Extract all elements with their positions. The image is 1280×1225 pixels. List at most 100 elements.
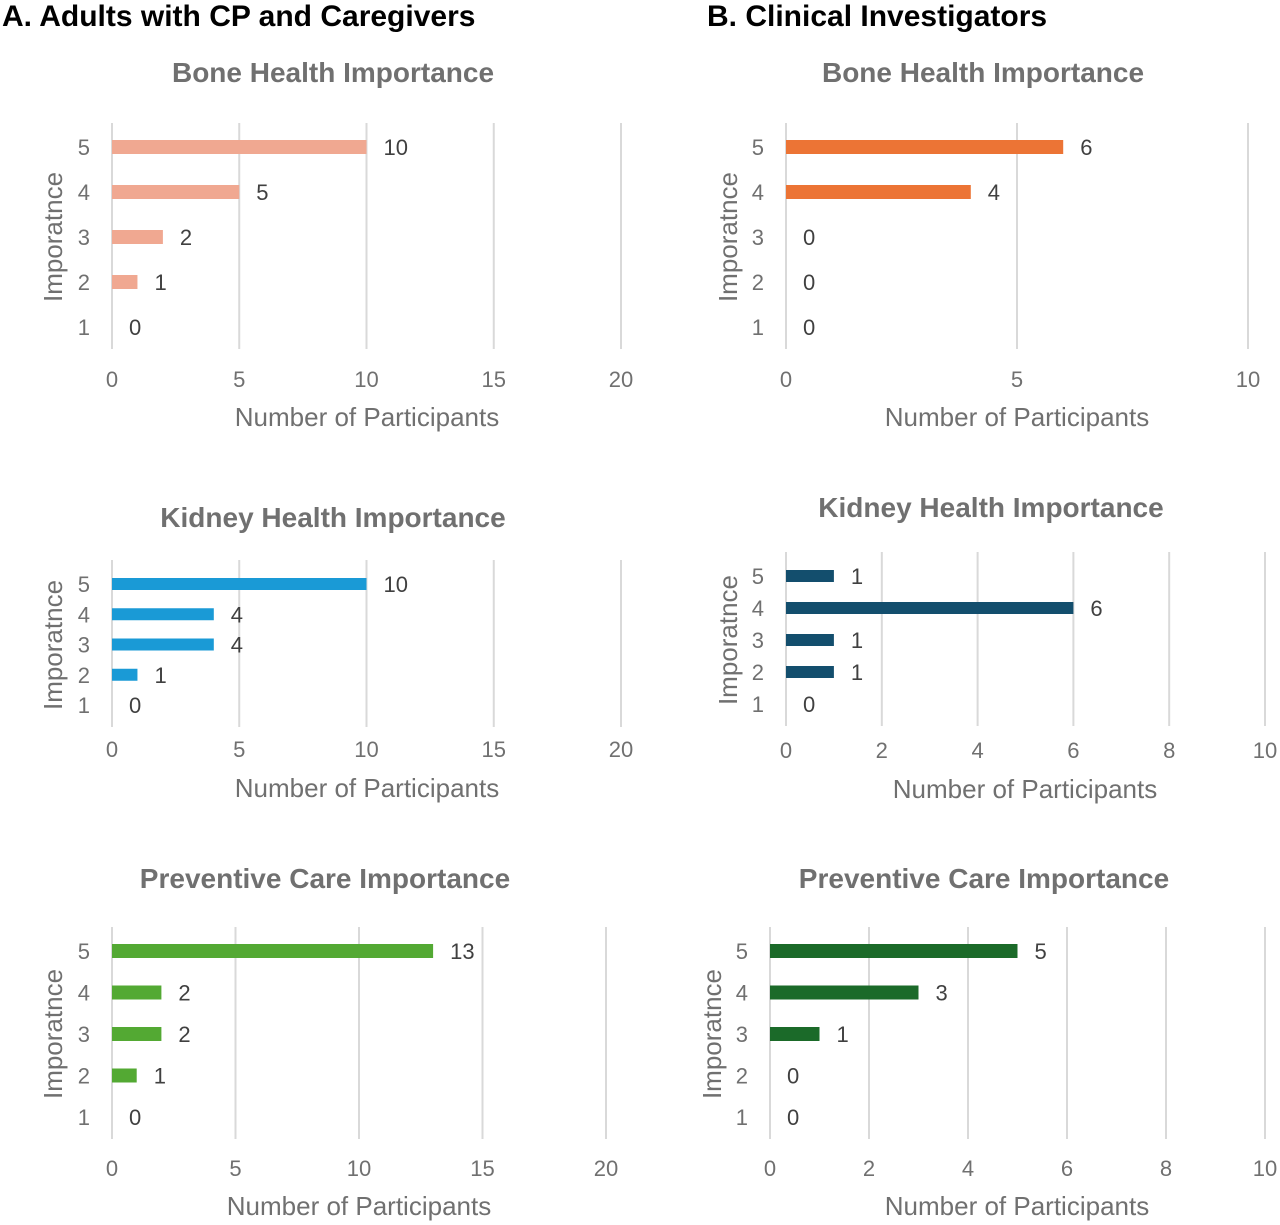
y-tick-label: 4 — [752, 596, 764, 621]
x-axis-label: Number of Participants — [885, 402, 1149, 432]
y-tick-label: 2 — [752, 660, 764, 685]
bar — [786, 140, 1064, 154]
data-label: 10 — [384, 572, 408, 597]
data-label: 0 — [129, 1105, 141, 1130]
x-tick-label: 10 — [354, 367, 378, 392]
x-tick-label: 6 — [1061, 1156, 1073, 1181]
data-label: 4 — [231, 602, 243, 627]
y-tick-label: 1 — [736, 1105, 748, 1130]
data-label: 0 — [803, 225, 815, 250]
x-tick-label: 2 — [863, 1156, 875, 1181]
data-label: 6 — [1080, 135, 1092, 160]
bar — [786, 602, 1074, 614]
x-tick-label: 10 — [1253, 738, 1277, 763]
section-a-title: A. Adults with CP and Caregivers — [2, 0, 475, 33]
bar — [770, 985, 919, 1000]
bar — [112, 578, 367, 590]
y-tick-label: 5 — [78, 939, 90, 964]
y-tick-label: 3 — [736, 1022, 748, 1047]
y-tick-label: 5 — [752, 135, 764, 160]
y-tick-label: 3 — [752, 628, 764, 653]
x-tick-label: 0 — [106, 367, 118, 392]
data-label: 0 — [803, 270, 815, 295]
bar — [786, 666, 834, 678]
y-tick-label: 1 — [78, 693, 90, 718]
y-tick-label: 1 — [78, 1105, 90, 1130]
y-tick-label: 5 — [78, 135, 90, 160]
y-tick-label: 5 — [78, 572, 90, 597]
bar — [112, 230, 163, 244]
y-tick-label: 3 — [78, 225, 90, 250]
y-tick-label: 1 — [78, 315, 90, 340]
data-label: 6 — [1090, 596, 1102, 621]
y-axis-label: Imporatnce — [38, 580, 68, 710]
bar — [112, 140, 367, 154]
y-axis-label: Imporatnce — [713, 172, 743, 302]
y-tick-label: 4 — [752, 180, 764, 205]
data-label: 0 — [787, 1105, 799, 1130]
x-axis-label: Number of Participants — [235, 402, 499, 432]
x-tick-label: 5 — [229, 1156, 241, 1181]
bar — [112, 275, 138, 289]
chart-title: Kidney Health Importance — [818, 492, 1163, 523]
bar — [770, 944, 1018, 958]
x-tick-label: 5 — [1011, 367, 1023, 392]
x-axis-label: Number of Participants — [235, 773, 499, 803]
bar — [112, 944, 434, 958]
bar — [112, 668, 138, 681]
data-label: 13 — [450, 939, 474, 964]
bar — [112, 638, 214, 651]
y-axis-label: Imporatnce — [713, 575, 743, 705]
data-label: 0 — [129, 315, 141, 340]
data-label: 1 — [837, 1022, 849, 1047]
x-tick-label: 20 — [609, 367, 633, 392]
data-label: 1 — [851, 628, 863, 653]
data-label: 4 — [988, 180, 1000, 205]
section-b-title: B. Clinical Investigators — [707, 0, 1047, 33]
y-axis-label: Imporatnce — [38, 969, 68, 1099]
y-tick-label: 2 — [752, 270, 764, 295]
x-tick-label: 10 — [1253, 1156, 1277, 1181]
y-tick-label: 3 — [752, 225, 764, 250]
x-tick-label: 8 — [1160, 1156, 1172, 1181]
x-tick-label: 5 — [233, 367, 245, 392]
x-tick-label: 0 — [106, 1156, 118, 1181]
x-axis-label: Number of Participants — [227, 1191, 491, 1221]
x-tick-label: 15 — [482, 367, 506, 392]
data-label: 2 — [180, 225, 192, 250]
x-tick-label: 0 — [780, 367, 792, 392]
x-tick-label: 20 — [609, 737, 633, 762]
y-tick-label: 3 — [78, 633, 90, 658]
y-tick-label: 2 — [78, 270, 90, 295]
chart-title: Kidney Health Importance — [160, 502, 505, 533]
y-tick-label: 5 — [736, 939, 748, 964]
y-tick-label: 1 — [752, 692, 764, 717]
x-tick-label: 15 — [470, 1156, 494, 1181]
data-label: 1 — [851, 564, 863, 589]
x-tick-label: 0 — [106, 737, 118, 762]
data-label: 1 — [154, 270, 166, 295]
data-label: 5 — [1035, 939, 1047, 964]
y-tick-label: 5 — [752, 564, 764, 589]
chart-title: Bone Health Importance — [172, 57, 494, 88]
data-label: 2 — [178, 981, 190, 1006]
data-label: 1 — [154, 663, 166, 688]
y-axis-label: Imporatnce — [697, 969, 727, 1099]
data-label: 5 — [256, 180, 268, 205]
bar — [786, 570, 834, 582]
x-tick-label: 0 — [764, 1156, 776, 1181]
y-tick-label: 4 — [78, 602, 90, 627]
y-axis-label: Imporatnce — [38, 172, 68, 302]
y-tick-label: 4 — [736, 981, 748, 1006]
x-axis-label: Number of Participants — [885, 1191, 1149, 1221]
y-tick-label: 4 — [78, 981, 90, 1006]
x-tick-label: 10 — [1236, 367, 1260, 392]
bar — [112, 1068, 137, 1083]
data-label: 0 — [787, 1064, 799, 1089]
x-tick-label: 20 — [594, 1156, 618, 1181]
